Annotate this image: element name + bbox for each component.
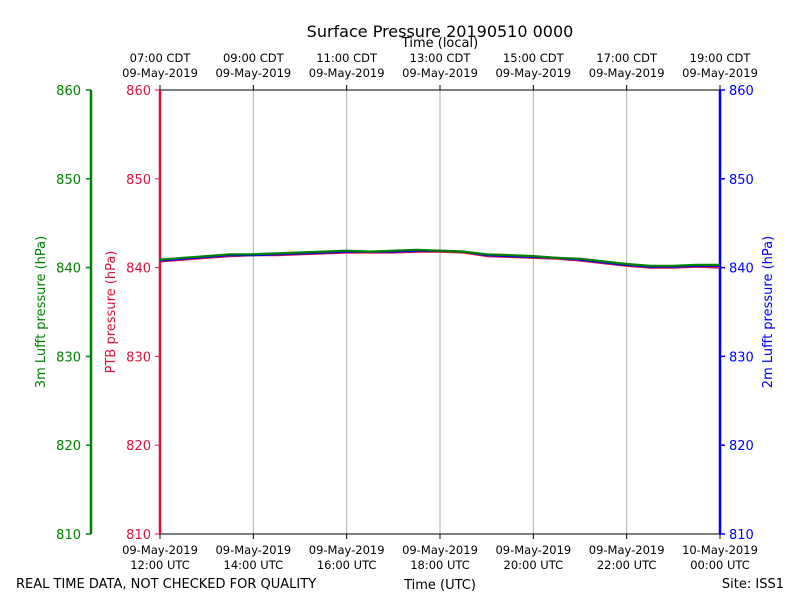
top-tick-time: 13:00 CDT [410,51,472,65]
left-inner-axis-label: PTB pressure (hPa) [104,251,119,374]
right-tick-label: 820 [729,439,754,454]
left-inner-tick-label: 810 [126,528,151,543]
right-tick-label: 840 [729,262,754,277]
quality-note: REAL TIME DATA, NOT CHECKED FOR QUALITY [16,577,316,592]
bottom-tick-date: 10-May-2019 [682,543,758,557]
tick-labels: 810 810 810 820 820 820 830 830 830 840 840 840 850 8… [56,51,758,572]
bottom-tick-time: 16:00 UTC [317,558,377,572]
top-tick-time: 17:00 CDT [596,51,658,65]
3m-lufft-pressure-line [159,248,720,267]
top-tick-time: 07:00 CDT [130,51,192,65]
left-outer-tick-label: 850 [56,173,81,188]
left-inner-tick-label: 830 [126,350,151,365]
left-inner-tick-label: 850 [126,173,151,188]
right-tick-label: 850 [729,173,754,188]
bottom-tick-date: 09-May-2019 [309,543,385,557]
left-outer-tick-label: 860 [56,84,81,99]
top-tick-time: 15:00 CDT [503,51,565,65]
top-tick-time: 11:00 CDT [316,51,378,65]
bottom-tick-date: 09-May-2019 [122,543,198,557]
bottom-tick-time: 22:00 UTC [597,558,657,572]
left-outer-axis-label: 3m Lufft pressure (hPa) [34,236,49,388]
bottom-tick-time: 14:00 UTC [224,558,284,572]
top-tick-date: 09-May-2019 [122,66,198,80]
bottom-tick-time: 18:00 UTC [410,558,470,572]
data-series [159,248,721,269]
left-inner-tick-label: 860 [126,84,151,99]
bottom-tick-date: 09-May-2019 [589,543,665,557]
right-axis-label: 2m Lufft pressure (hPa) [761,236,776,388]
left-outer-tick-label: 810 [56,528,81,543]
bottom-tick-date: 09-May-2019 [215,543,291,557]
bottom-axis-label: Time (UTC) [403,578,476,593]
top-tick-date: 09-May-2019 [402,66,478,80]
top-tick-time: 09:00 CDT [223,51,285,65]
right-tick-label: 810 [729,528,754,543]
top-tick-date: 09-May-2019 [495,66,571,80]
left-inner-tick-label: 820 [126,439,151,454]
chart-title: Surface Pressure 20190510 0000 [307,22,574,41]
top-tick-date: 09-May-2019 [682,66,758,80]
bottom-tick-date: 09-May-2019 [495,543,571,557]
top-tick-date: 09-May-2019 [215,66,291,80]
site-label: Site: ISS1 [722,577,784,592]
top-tick-date: 09-May-2019 [589,66,665,80]
left-outer-tick-label: 830 [56,350,81,365]
bottom-tick-date: 09-May-2019 [402,543,478,557]
axes [86,85,725,539]
left-outer-tick-label: 820 [56,439,81,454]
top-axis-label: Time (local) [401,36,478,51]
bottom-tick-time: 20:00 UTC [504,558,564,572]
right-tick-label: 830 [729,350,754,365]
left-inner-tick-label: 840 [126,262,151,277]
left-outer-tick-label: 840 [56,262,81,277]
right-tick-label: 860 [729,84,754,99]
vertical-gridlines [252,90,628,534]
bottom-tick-time: 00:00 UTC [690,558,750,572]
top-tick-date: 09-May-2019 [309,66,385,80]
bottom-tick-time: 12:00 UTC [130,558,190,572]
top-tick-time: 19:00 CDT [690,51,752,65]
